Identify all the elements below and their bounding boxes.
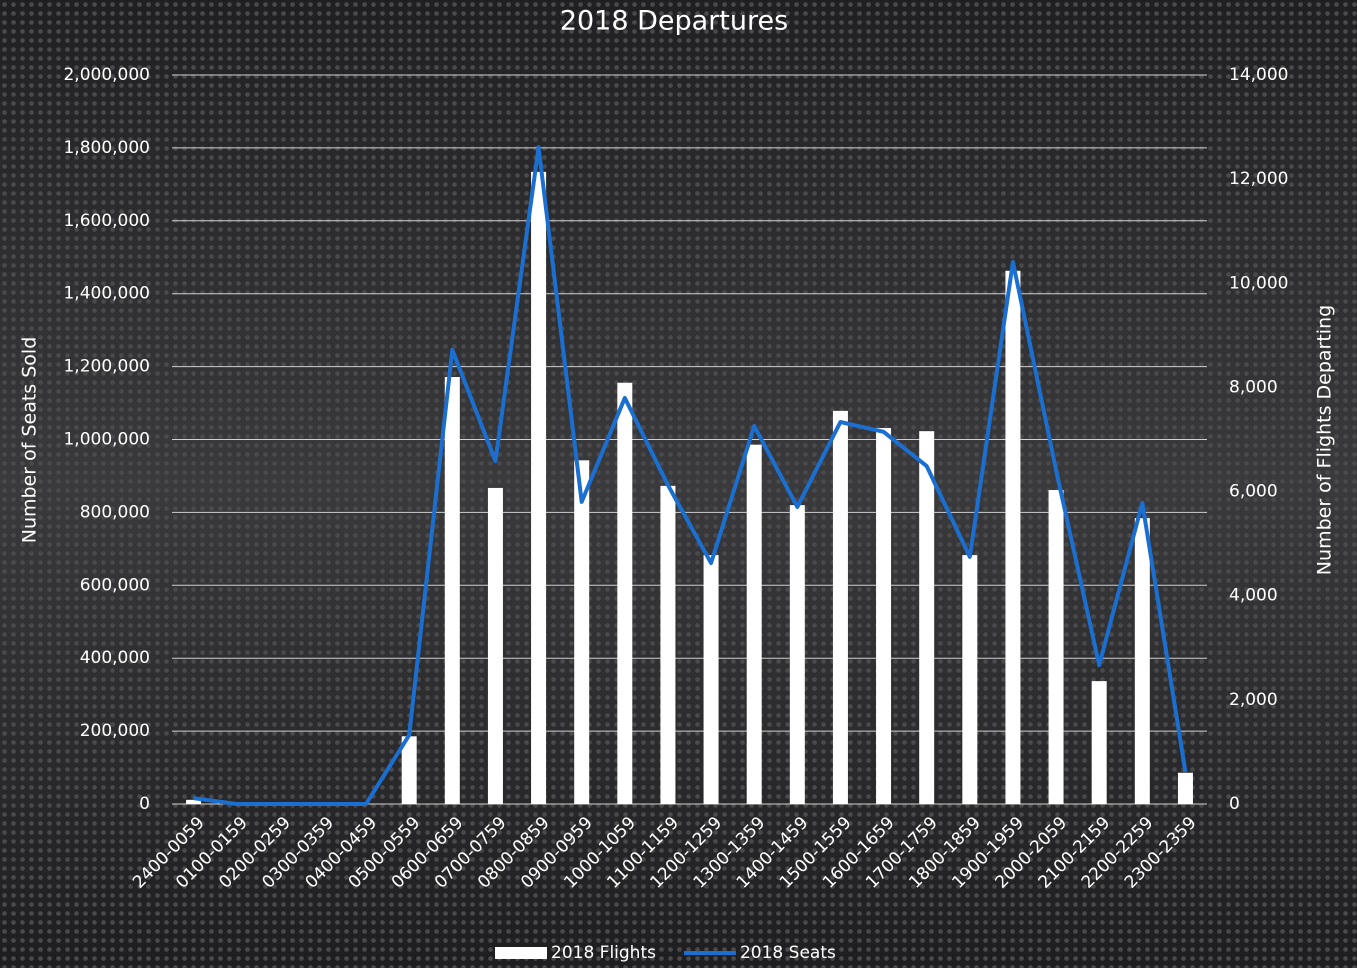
legend-label: 2018 Seats	[740, 943, 836, 963]
y-tick-label: 1,400,000	[63, 284, 150, 304]
bar	[487, 487, 503, 804]
y-tick-label: 800,000	[80, 502, 150, 522]
bar	[1177, 772, 1193, 804]
bar	[832, 410, 848, 804]
y-tick-label: 600,000	[80, 575, 150, 595]
bar	[962, 555, 978, 804]
bar	[401, 736, 417, 804]
y2-tick-label: 12,000	[1229, 169, 1288, 189]
bar	[1048, 490, 1064, 804]
bar	[876, 428, 892, 804]
y-tick-label: 1,200,000	[63, 357, 150, 377]
y-tick-label: 0	[139, 794, 150, 814]
y2-tick-label: 4,000	[1229, 586, 1278, 606]
bar	[789, 505, 805, 804]
legend-label: 2018 Flights	[551, 943, 656, 963]
y2-tick-label: 6,000	[1229, 482, 1278, 502]
bar	[703, 555, 719, 804]
y-tick-label: 200,000	[80, 721, 150, 741]
bar	[574, 460, 590, 804]
bar	[1134, 518, 1150, 804]
y-axis-label: Number of Seats Sold	[19, 337, 41, 544]
y-tick-label: 1,600,000	[63, 211, 150, 231]
y2-tick-label: 0	[1229, 794, 1240, 814]
bar	[660, 485, 676, 804]
bar	[919, 431, 935, 804]
chart-title: 2018 Departures	[560, 6, 788, 37]
bar	[617, 382, 633, 804]
bar	[444, 377, 460, 804]
bar	[1091, 681, 1107, 804]
bar	[531, 171, 547, 805]
y2-axis-label: Number of Flights Departing	[1314, 305, 1336, 575]
y-tick-label: 1,800,000	[63, 138, 150, 158]
bar	[1005, 270, 1021, 804]
bar	[186, 799, 202, 804]
y2-tick-label: 14,000	[1229, 65, 1288, 85]
y-tick-label: 400,000	[80, 648, 150, 668]
y2-tick-label: 2,000	[1229, 690, 1278, 710]
y2-tick-label: 8,000	[1229, 377, 1278, 397]
legend-swatch	[495, 947, 547, 959]
bar	[746, 444, 762, 804]
y2-tick-label: 10,000	[1229, 273, 1288, 293]
y-tick-label: 1,000,000	[63, 430, 150, 450]
y-tick-label: 2,000,000	[63, 65, 150, 85]
line	[193, 145, 1188, 806]
